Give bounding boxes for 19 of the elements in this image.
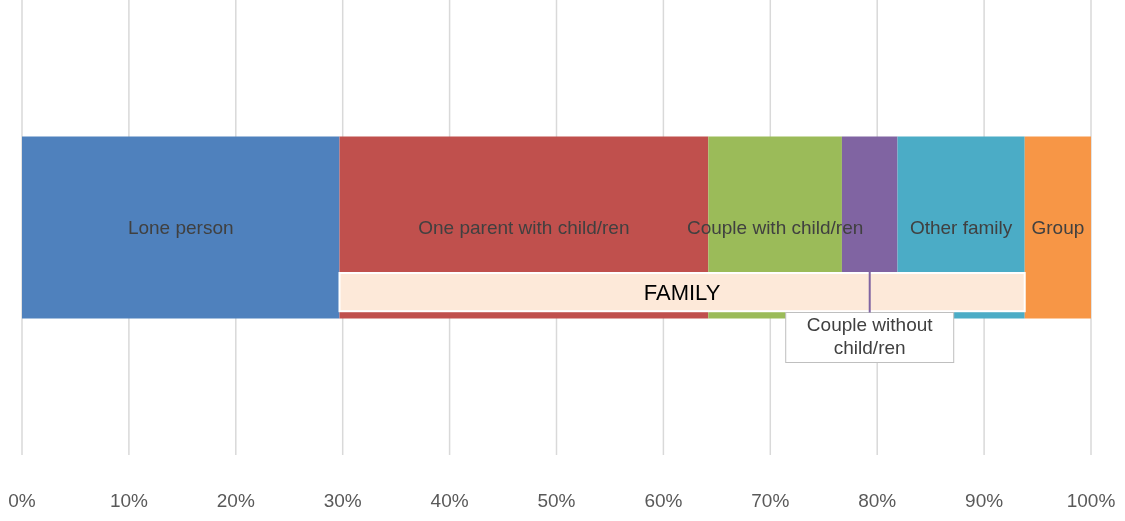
x-tick-label: 50% xyxy=(537,490,576,511)
legend-label: Couple without child/ren xyxy=(806,313,934,358)
x-tick-label: 40% xyxy=(430,490,469,511)
x-tick-label: 90% xyxy=(965,490,1004,511)
x-tick-label: 0% xyxy=(8,490,36,511)
x-tick-label: 20% xyxy=(216,490,255,511)
x-tick-label: 100% xyxy=(1066,490,1116,511)
x-tick-label: 70% xyxy=(751,490,790,511)
x-tick-label: 60% xyxy=(644,490,683,511)
bar xyxy=(22,136,340,319)
series-label: Group xyxy=(1031,217,1085,239)
bar xyxy=(1024,136,1091,319)
series-label: One parent with child/ren xyxy=(418,217,630,239)
x-tick-label: 30% xyxy=(323,490,362,511)
band-label: FAMILY xyxy=(643,280,721,306)
series-label: Other family xyxy=(909,217,1013,239)
series-label: Lone person xyxy=(127,217,234,239)
x-tick-label: 80% xyxy=(858,490,897,511)
x-tick-label: 10% xyxy=(109,490,149,511)
